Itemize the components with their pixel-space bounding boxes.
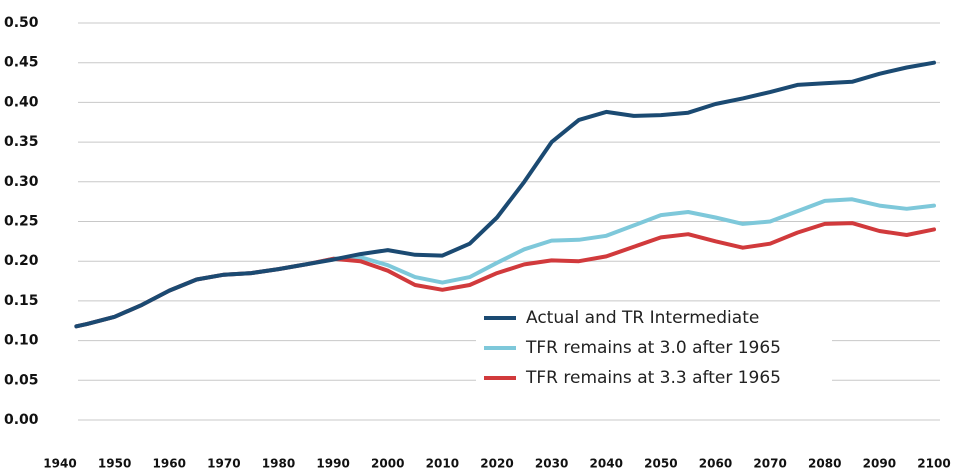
legend-label: Actual and TR Intermediate xyxy=(526,308,759,328)
x-tick-label: 2070 xyxy=(753,457,786,471)
x-tick-label: 2020 xyxy=(480,457,513,471)
y-tick-label: 0.40 xyxy=(4,94,39,110)
x-tick-label: 2010 xyxy=(426,457,459,471)
x-tick-label: 2050 xyxy=(644,457,677,471)
y-tick-label: 0.00 xyxy=(4,412,39,428)
x-tick-label: 1960 xyxy=(153,457,186,471)
y-tick-label: 0.05 xyxy=(4,372,39,388)
legend-label: TFR remains at 3.3 after 1965 xyxy=(525,368,781,388)
legend-box xyxy=(476,303,832,393)
y-tick-label: 0.35 xyxy=(4,134,39,150)
x-tick-label: 1950 xyxy=(98,457,131,471)
y-tick-label: 0.45 xyxy=(4,55,39,71)
series-line xyxy=(74,60,936,329)
x-tick-label: 2090 xyxy=(863,457,896,471)
x-tick-label: 1970 xyxy=(207,457,240,471)
legend-label: TFR remains at 3.0 after 1965 xyxy=(525,338,781,358)
x-tick-label: 2030 xyxy=(535,457,568,471)
y-tick-label: 0.30 xyxy=(4,174,39,190)
y-tick-label: 0.15 xyxy=(4,293,39,309)
x-tick-label: 2060 xyxy=(699,457,732,471)
y-tick-label: 0.20 xyxy=(4,253,39,269)
x-tick-label: 2100 xyxy=(917,457,950,471)
y-tick-label: 0.25 xyxy=(4,214,39,230)
x-tick-label: 1940 xyxy=(43,457,76,471)
x-tick-label: 2000 xyxy=(371,457,404,471)
y-tick-label: 0.10 xyxy=(4,333,39,349)
x-tick-label: 2040 xyxy=(590,457,623,471)
x-tick-label: 1990 xyxy=(316,457,349,471)
y-tick-label: 0.50 xyxy=(4,15,39,31)
x-tick-label: 1980 xyxy=(262,457,295,471)
x-tick-label: 2080 xyxy=(808,457,841,471)
